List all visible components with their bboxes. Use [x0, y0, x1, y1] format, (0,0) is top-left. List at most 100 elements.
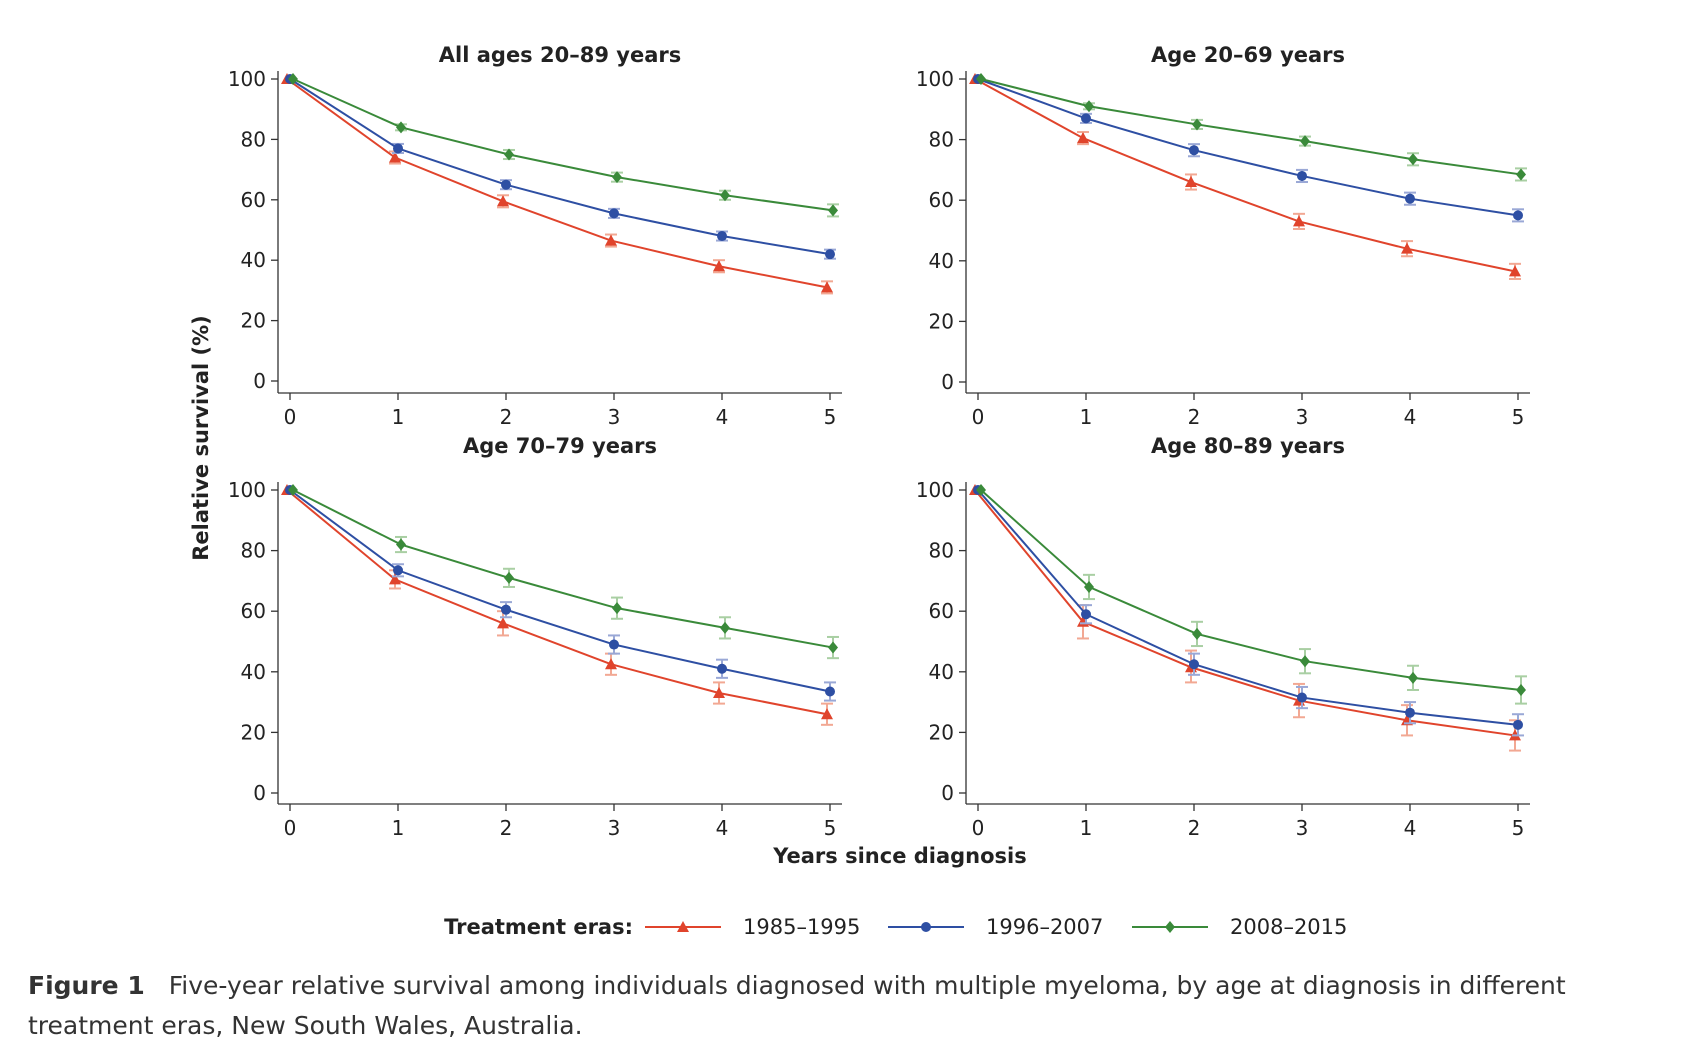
panel-age-70-79: Age 70–79 years 0 20 40 60 80 100 0 1 2 3 4 5: [228, 434, 842, 840]
x-tick-label: 2: [1188, 816, 1201, 840]
data-point: [1084, 100, 1094, 113]
y-tick-label: 100: [228, 67, 266, 91]
series-line: [286, 78, 828, 289]
data-point: [976, 73, 986, 85]
panel-age-80-89: Age 80–89 years 0 20 40 60 80 100 0 1 2 3 4 5: [916, 434, 1530, 840]
x-tick-label: 3: [608, 405, 621, 429]
y-tick-label: 40: [241, 660, 266, 684]
x-tick-label: 2: [1188, 405, 1201, 429]
x-tick-label: 5: [824, 405, 837, 429]
panel-age-20-69: Age 20–69 years 0 20 40 60 80 100 0 1 2 3 4 5: [916, 43, 1530, 429]
x-tick-label: 2: [500, 405, 513, 429]
data-point: [1081, 609, 1091, 620]
data-point: [1077, 132, 1089, 144]
x-tick-label: 0: [284, 816, 297, 840]
data-point: [1192, 627, 1202, 640]
y-tick-label: 0: [941, 370, 954, 394]
y-tick-label: 60: [241, 188, 266, 212]
data-point: [1297, 170, 1307, 181]
data-point: [1081, 113, 1091, 124]
data-point: [1408, 153, 1418, 166]
data-point: [389, 151, 401, 163]
data-point: [393, 565, 403, 576]
data-point: [1192, 118, 1202, 131]
y-tick-label: 20: [241, 720, 266, 744]
legend-marker: [677, 921, 689, 932]
data-point: [501, 179, 511, 190]
legend-item: 1985–1995: [645, 915, 860, 939]
series-line: [292, 489, 834, 649]
data-point: [393, 143, 403, 154]
data-point: [504, 571, 514, 584]
data-point: [1509, 265, 1521, 277]
caption-label: Figure 1: [28, 971, 145, 1000]
y-tick-label: 40: [241, 248, 266, 272]
data-point: [612, 171, 622, 184]
panel-title: All ages 20–89 years: [439, 43, 681, 67]
x-tick-label: 4: [716, 405, 729, 429]
data-point: [821, 708, 833, 720]
series-line: [289, 489, 831, 693]
legend-item: 2008–2015: [1132, 915, 1347, 939]
panel-title: Age 20–69 years: [1151, 43, 1345, 67]
data-point: [1300, 655, 1310, 668]
series-2008–2015: [288, 484, 839, 660]
data-point: [1405, 707, 1415, 718]
data-point: [1408, 671, 1418, 684]
data-point: [1513, 210, 1523, 221]
data-point: [396, 121, 406, 134]
series-line: [974, 489, 1516, 737]
legend-label: 1985–1995: [743, 915, 860, 939]
series-1996–2007: [973, 485, 1524, 737]
data-point: [825, 249, 835, 260]
data-point: [1185, 176, 1197, 188]
legend-marker: [1165, 921, 1175, 933]
data-point: [1084, 580, 1094, 593]
data-point: [821, 281, 833, 293]
legend-label: 2008–2015: [1230, 915, 1347, 939]
data-point: [828, 641, 838, 654]
data-point: [713, 260, 725, 272]
caption-text: Five-year relative survival among indivi…: [28, 971, 1566, 1040]
series-1996–2007: [973, 74, 1524, 223]
data-point: [396, 538, 406, 551]
data-point: [609, 208, 619, 219]
series-1996–2007: [285, 485, 836, 702]
y-axis-label: Relative survival (%): [189, 315, 213, 561]
x-tick-label: 5: [1512, 405, 1525, 429]
x-tick-label: 3: [1296, 816, 1309, 840]
y-tick-label: 20: [929, 720, 954, 744]
data-point: [1516, 683, 1526, 696]
data-point: [504, 148, 514, 161]
series-2008–2015: [976, 73, 1527, 182]
series-line: [977, 489, 1519, 726]
data-point: [605, 234, 617, 246]
data-point: [1293, 215, 1305, 227]
data-point: [717, 663, 727, 674]
data-point: [720, 621, 730, 634]
y-tick-label: 40: [929, 249, 954, 273]
figure-canvas: Relative survival (%) Years since diagno…: [189, 43, 1530, 939]
y-tick-label: 100: [916, 478, 954, 502]
data-point: [288, 484, 298, 496]
series-2008–2015: [288, 73, 839, 218]
y-tick-label: 80: [929, 539, 954, 563]
x-tick-label: 2: [500, 816, 513, 840]
y-tick-label: 0: [253, 781, 266, 805]
y-tick-label: 40: [929, 660, 954, 684]
x-tick-label: 1: [1080, 405, 1093, 429]
y-tick-label: 100: [228, 478, 266, 502]
data-point: [976, 484, 986, 496]
series-line: [286, 489, 828, 716]
data-point: [1189, 659, 1199, 670]
series-line: [289, 78, 831, 256]
data-point: [720, 189, 730, 202]
x-tick-label: 4: [1404, 816, 1417, 840]
legend-label: 1996–2007: [986, 915, 1103, 939]
series-1985–1995: [969, 73, 1521, 280]
x-tick-label: 3: [608, 816, 621, 840]
data-point: [1300, 135, 1310, 148]
x-tick-label: 1: [392, 816, 405, 840]
x-tick-label: 0: [284, 405, 297, 429]
data-point: [1516, 168, 1526, 181]
